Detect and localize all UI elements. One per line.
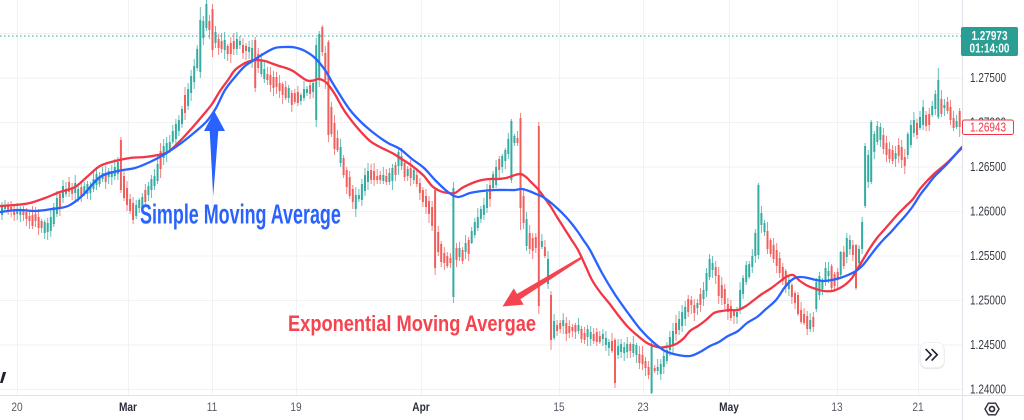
svg-text:21: 21	[912, 401, 923, 414]
svg-text:23: 23	[637, 401, 648, 414]
svg-text:15: 15	[553, 401, 564, 414]
svg-text:1.24000: 1.24000	[970, 384, 1006, 397]
svg-text:1.27500: 1.27500	[970, 72, 1006, 85]
svg-text:May: May	[719, 401, 739, 414]
svg-text:20: 20	[11, 401, 22, 414]
svg-text:Mar: Mar	[119, 401, 138, 414]
svg-text:1.26500: 1.26500	[970, 161, 1006, 174]
svg-text:Simple Moving Average: Simple Moving Average	[140, 199, 341, 230]
svg-text:19: 19	[290, 401, 301, 414]
svg-text:01:14:00: 01:14:00	[970, 43, 1010, 56]
svg-text:1.27973: 1.27973	[971, 30, 1007, 43]
svg-text:11: 11	[207, 401, 218, 414]
svg-text:1.25000: 1.25000	[970, 295, 1006, 308]
svg-text:13: 13	[831, 401, 842, 414]
svg-text:1.26943: 1.26943	[970, 122, 1006, 135]
svg-text:1.25500: 1.25500	[970, 250, 1006, 263]
svg-text:1.24500: 1.24500	[970, 339, 1006, 352]
svg-text:Exponential Moving Avergae: Exponential Moving Avergae	[288, 313, 536, 337]
svg-text:Apr: Apr	[412, 401, 430, 414]
svg-text:1.26000: 1.26000	[970, 206, 1006, 219]
